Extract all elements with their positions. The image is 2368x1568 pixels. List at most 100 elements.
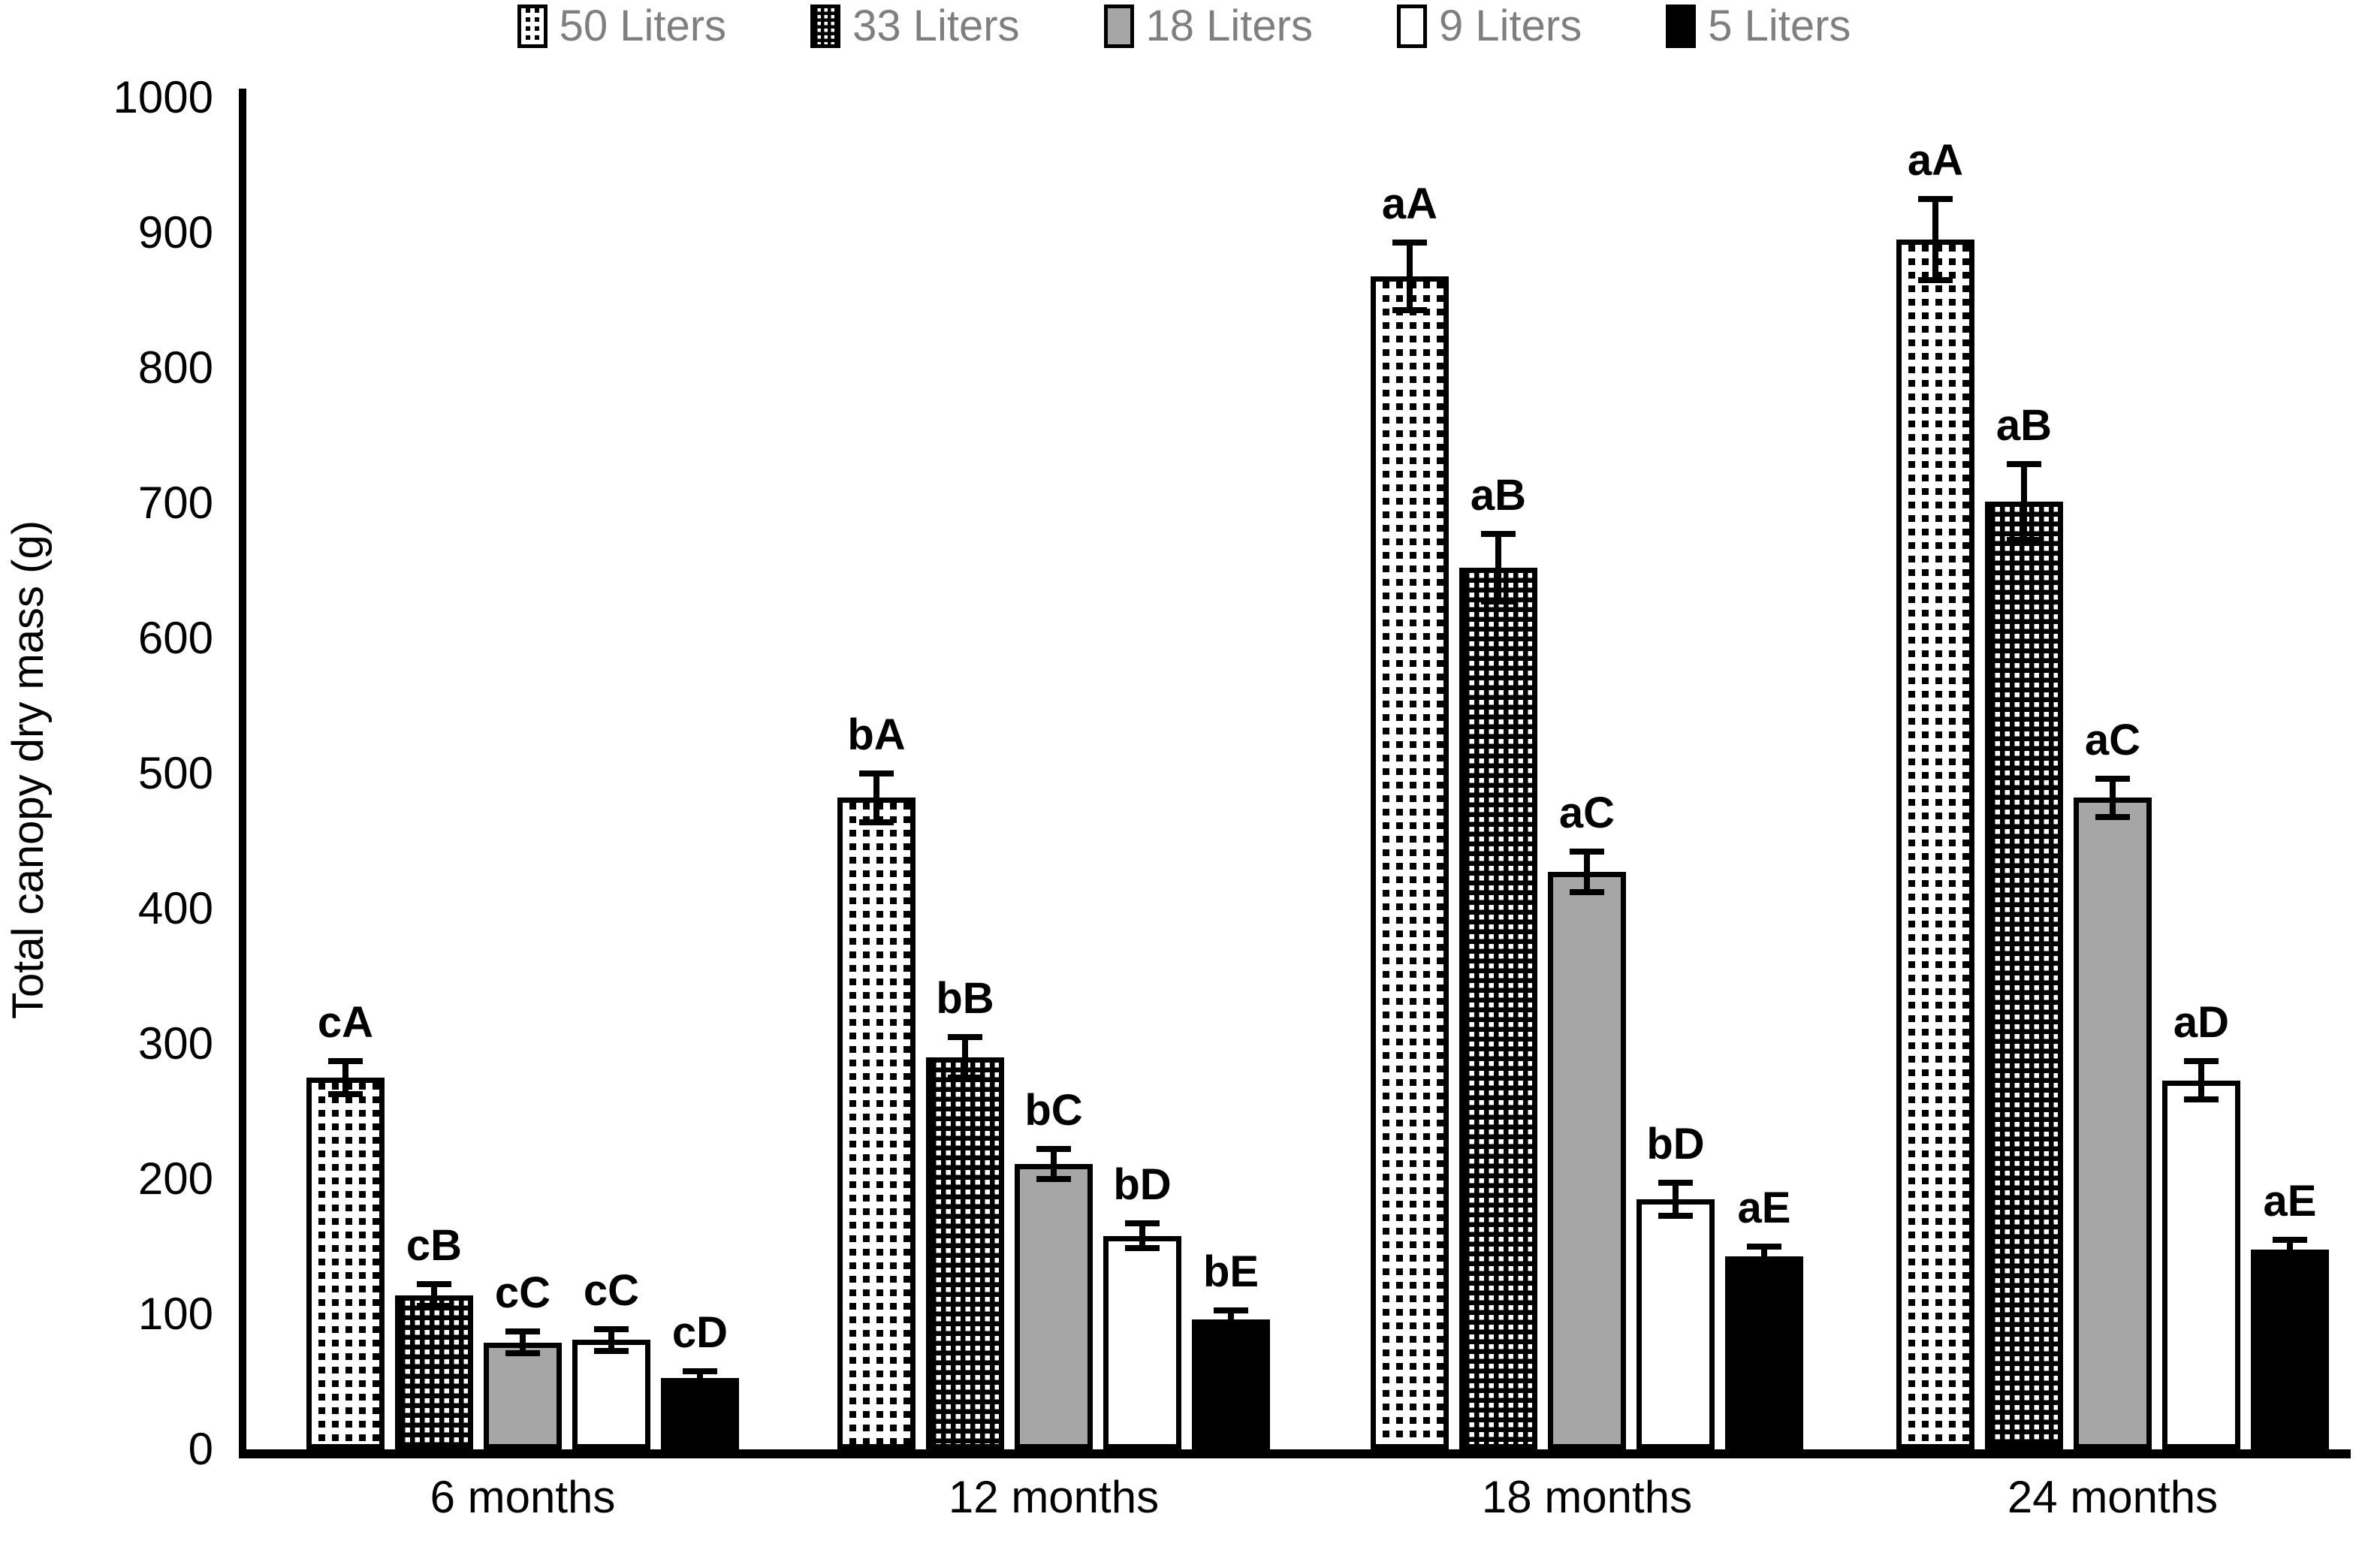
error-bar-cap bbox=[1481, 531, 1516, 538]
error-bar bbox=[1584, 852, 1590, 893]
sig-label: cB bbox=[406, 1221, 463, 1271]
sig-label: cC bbox=[494, 1268, 551, 1318]
sig-label: bD bbox=[1646, 1120, 1705, 1169]
legend-swatch bbox=[810, 5, 841, 48]
error-bar-cap bbox=[1658, 1180, 1693, 1187]
error-bar-cap bbox=[594, 1325, 629, 1332]
error-bar bbox=[1051, 1149, 1057, 1179]
legend-label: 5 Liters bbox=[1708, 2, 1851, 50]
bar bbox=[1548, 872, 1626, 1449]
error-bar-cap bbox=[1747, 1262, 1781, 1269]
bar bbox=[926, 1057, 1004, 1449]
sig-label: bE bbox=[1202, 1247, 1259, 1296]
error-bar-cap bbox=[683, 1367, 717, 1374]
sig-label: bA bbox=[847, 710, 906, 759]
sig-label: bD bbox=[1113, 1160, 1172, 1210]
y-tick-label: 700 bbox=[137, 478, 213, 528]
error-bar bbox=[1228, 1310, 1234, 1329]
bar bbox=[1725, 1256, 1803, 1449]
error-bar-cap bbox=[1392, 306, 1427, 313]
error-bar-cap bbox=[2007, 460, 2041, 467]
bar bbox=[395, 1295, 473, 1449]
bar bbox=[1103, 1235, 1181, 1449]
bar-group: bA bB bC bD bE bbox=[837, 98, 1270, 1449]
sig-label: cD bbox=[671, 1307, 728, 1357]
error-bar-cap bbox=[505, 1350, 540, 1357]
sig-label: aA bbox=[1907, 136, 1964, 185]
bar bbox=[1371, 276, 1449, 1449]
y-axis-line bbox=[239, 89, 246, 1458]
error-bar-cap bbox=[1918, 277, 1953, 283]
error-bar bbox=[608, 1328, 614, 1351]
error-bar bbox=[1761, 1247, 1767, 1266]
bar bbox=[2074, 798, 2152, 1449]
sig-label: aB bbox=[1995, 400, 2053, 450]
x-category-label: 24 months bbox=[2007, 1472, 2219, 1522]
error-bar-cap bbox=[2007, 536, 2041, 543]
legend-label: 9 Liters bbox=[1439, 2, 1582, 50]
error-bar-cap bbox=[2184, 1058, 2219, 1065]
legend-swatch bbox=[1397, 5, 1427, 48]
error-bar-cap bbox=[1392, 239, 1427, 246]
y-tick-label: 300 bbox=[137, 1018, 213, 1069]
error-bar-cap bbox=[2184, 1096, 2219, 1102]
legend-label: 50 Liters bbox=[559, 2, 727, 50]
error-bar bbox=[1139, 1223, 1145, 1248]
error-bar-cap bbox=[1214, 1307, 1248, 1313]
bar bbox=[1896, 240, 1974, 1449]
y-tick-label: 900 bbox=[137, 207, 213, 258]
y-tick-label: 500 bbox=[137, 748, 213, 798]
error-bar-cap bbox=[2095, 776, 2130, 782]
x-axis-line bbox=[239, 1449, 2351, 1458]
x-category-label: 6 months bbox=[430, 1472, 616, 1522]
error-bar-cap bbox=[417, 1303, 451, 1310]
error-bar-cap bbox=[1125, 1244, 1160, 1251]
error-bar-cap bbox=[1918, 196, 1953, 202]
legend-swatch bbox=[517, 5, 548, 48]
error-bar-cap bbox=[594, 1347, 629, 1354]
error-bar-cap bbox=[328, 1090, 363, 1097]
sig-label: cA bbox=[317, 998, 374, 1048]
error-bar-cap bbox=[2273, 1256, 2307, 1262]
sig-label: aE bbox=[2263, 1177, 2317, 1226]
error-bar-cap bbox=[505, 1328, 540, 1335]
legend-item: 33 Liters bbox=[810, 2, 1020, 50]
legend-item: 9 Liters bbox=[1397, 5, 1582, 48]
error-bar bbox=[2287, 1240, 2293, 1259]
error-bar-cap bbox=[948, 1075, 982, 1081]
legend-item: 5 Liters bbox=[1666, 5, 1851, 48]
error-bar-cap bbox=[2273, 1237, 2307, 1243]
legend-label: 18 Liters bbox=[1145, 2, 1313, 50]
error-bar bbox=[1932, 199, 1938, 280]
error-bar bbox=[1673, 1183, 1679, 1216]
chart-legend: 50 Liters 33 Liters 18 Liters 9 Liters 5 Lit… bbox=[0, 5, 2368, 48]
bar bbox=[306, 1078, 385, 1449]
y-tick-label: 1000 bbox=[113, 72, 213, 122]
error-bar bbox=[1495, 534, 1501, 602]
error-bar-cap bbox=[417, 1281, 451, 1288]
error-bar-cap bbox=[1658, 1212, 1693, 1219]
error-bar-cap bbox=[1570, 849, 1604, 855]
error-bar bbox=[342, 1061, 348, 1094]
bar bbox=[1636, 1199, 1715, 1449]
bar bbox=[484, 1342, 562, 1449]
legend-label: 33 Liters bbox=[852, 2, 1020, 50]
x-category-label: 12 months bbox=[948, 1472, 1160, 1522]
error-bar bbox=[2110, 779, 2116, 817]
y-tick-label: 400 bbox=[137, 883, 213, 933]
bar bbox=[1985, 502, 2063, 1449]
y-tick-label: 200 bbox=[137, 1153, 213, 1204]
bar-group: cA cB cC cC cD bbox=[306, 98, 739, 1449]
sig-label: bB bbox=[936, 974, 994, 1023]
sig-label: aC bbox=[1558, 789, 1615, 838]
error-bar-cap bbox=[1747, 1244, 1781, 1250]
error-bar-cap bbox=[1125, 1220, 1160, 1227]
bar bbox=[837, 798, 916, 1449]
error-bar-cap bbox=[1036, 1176, 1071, 1182]
error-bar bbox=[431, 1284, 437, 1307]
legend-item: 50 Liters bbox=[517, 5, 726, 48]
bar bbox=[2251, 1249, 2329, 1449]
legend-swatch bbox=[1103, 5, 1134, 48]
error-bar-cap bbox=[1570, 889, 1604, 896]
